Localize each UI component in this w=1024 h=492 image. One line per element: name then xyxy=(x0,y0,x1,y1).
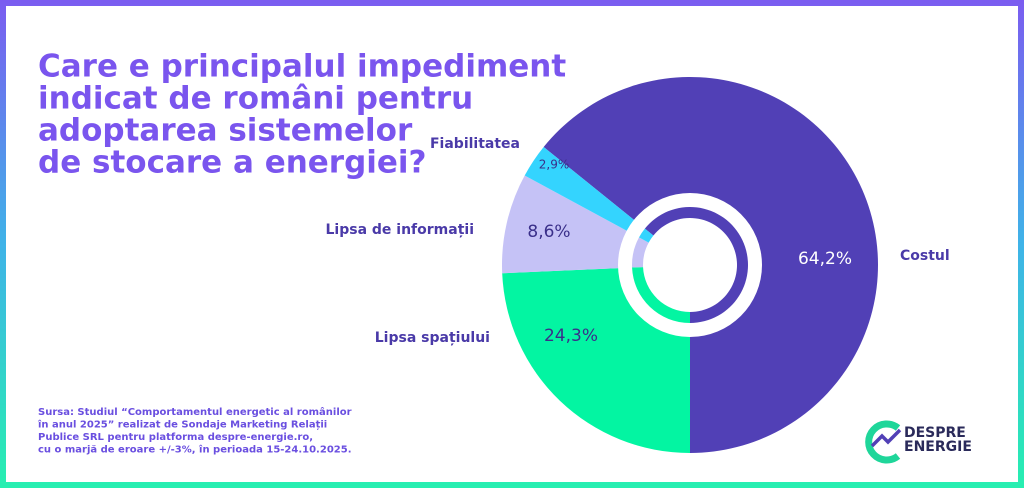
value-label: 8,6% xyxy=(527,222,570,242)
inner-ring-segment xyxy=(632,237,649,268)
title-line: indicat de români pentru xyxy=(38,81,473,117)
logo-line: ENERGIE xyxy=(904,439,972,455)
title-line: adoptarea sistemelor xyxy=(38,113,413,149)
source: Sursa: Studiul “Comportamentul energetic… xyxy=(37,406,352,456)
source-line: cu o marjă de eroare +/-3%, în perioada … xyxy=(38,444,352,456)
category-label: Lipsa spațiului xyxy=(375,330,490,346)
category-label: Fiabilitatea xyxy=(430,136,520,152)
logo-line: DESPRE xyxy=(904,425,966,441)
title-line: Care e principalul impediment xyxy=(38,49,566,85)
value-label: 2,9% xyxy=(539,158,570,172)
logo xyxy=(865,420,902,464)
logo-arrow xyxy=(870,428,902,448)
category-label: Costul xyxy=(900,248,950,264)
category-label: Lipsa de informații xyxy=(326,222,475,238)
title-line: de stocare a energiei? xyxy=(38,145,427,181)
logo-icon xyxy=(865,420,901,464)
inner-ring-segment xyxy=(632,267,690,323)
inner-ring-segment xyxy=(638,228,654,243)
source-line: în anul 2025” realizat de Sondaje Market… xyxy=(37,419,327,431)
value-label: 24,3% xyxy=(544,326,598,346)
source-line: Publice SRL pentru platforma despre-ener… xyxy=(38,432,313,443)
source-line: Sursa: Studiul “Comportamentul energetic… xyxy=(38,406,352,418)
value-label: 64,2% xyxy=(798,249,852,269)
